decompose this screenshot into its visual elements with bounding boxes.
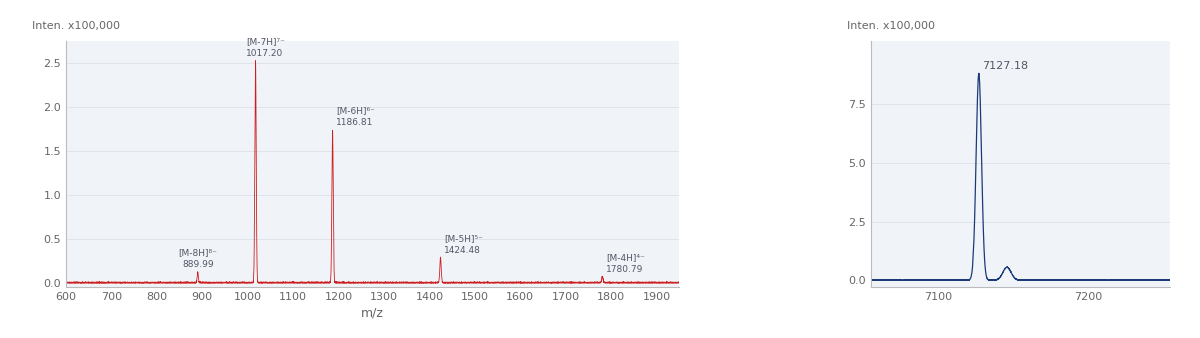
Text: 7127.18: 7127.18 <box>982 61 1028 71</box>
Text: Inten. x100,000: Inten. x100,000 <box>847 21 935 31</box>
Text: Inten. x100,000: Inten. x100,000 <box>32 21 120 31</box>
Text: [M-7H]⁷⁻
1017.20: [M-7H]⁷⁻ 1017.20 <box>246 37 286 58</box>
Text: [M-5H]⁵⁻
1424.48: [M-5H]⁵⁻ 1424.48 <box>444 234 484 255</box>
Text: [M-6H]⁶⁻
1186.81: [M-6H]⁶⁻ 1186.81 <box>336 106 376 127</box>
Text: [M-4H]⁴⁻
1780.79: [M-4H]⁴⁻ 1780.79 <box>606 253 644 274</box>
Text: [M-8H]⁸⁻
889.99: [M-8H]⁸⁻ 889.99 <box>179 248 217 269</box>
X-axis label: m/z: m/z <box>361 306 384 319</box>
